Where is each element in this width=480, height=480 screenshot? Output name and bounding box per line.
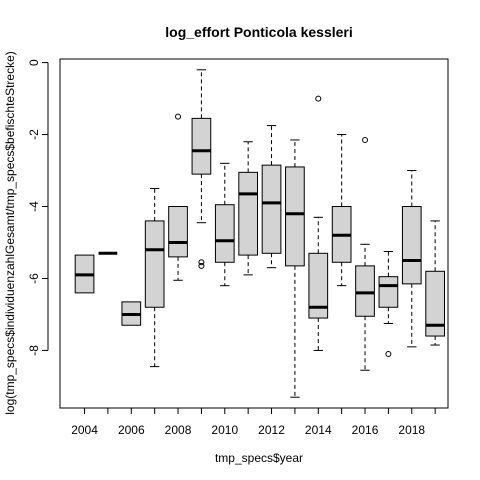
chart-title: log_effort Ponticola kessleri xyxy=(165,24,353,40)
box xyxy=(401,206,422,285)
x-axis: 2004 2006 2008 2010 2012 2014 2016 2018 xyxy=(71,407,436,437)
y-axis: 0 -2 -4 -6 -8 xyxy=(27,59,49,356)
box xyxy=(144,220,165,308)
outlier-point xyxy=(385,351,392,358)
box-group-2012 xyxy=(261,125,282,269)
x-tick-label: 2004 xyxy=(71,423,98,437)
box xyxy=(168,206,188,258)
box xyxy=(308,252,329,319)
boxes-layer xyxy=(74,69,445,398)
box-group-2006 xyxy=(121,301,142,326)
outlier-point xyxy=(362,136,369,143)
outlier-point xyxy=(198,259,205,266)
box-group-2004 xyxy=(74,254,95,294)
box-group-2009 xyxy=(191,69,212,269)
box xyxy=(355,265,375,317)
y-tick-label: -8 xyxy=(27,345,41,356)
box-group-2013 xyxy=(285,139,305,398)
y-tick-label: -4 xyxy=(27,201,41,212)
box-group-2018 xyxy=(401,170,422,348)
box xyxy=(191,117,212,175)
outlier-point xyxy=(198,262,205,269)
x-tick-label: 2008 xyxy=(165,423,192,437)
box xyxy=(425,270,445,337)
y-tick-label: -2 xyxy=(27,129,41,140)
x-tick-label: 2006 xyxy=(118,423,145,437)
box-group-2016 xyxy=(355,136,375,371)
box xyxy=(261,164,282,254)
y-tick-label: 0 xyxy=(27,59,41,66)
box-group-2008 xyxy=(168,113,188,281)
box-group-2015 xyxy=(331,134,352,287)
box-group-2017 xyxy=(378,250,399,358)
box xyxy=(378,276,399,308)
box-group-2019 xyxy=(425,220,445,346)
x-tick-label: 2018 xyxy=(398,423,425,437)
box-group-2010 xyxy=(214,162,235,287)
x-tick-label: 2012 xyxy=(258,423,285,437)
box-group-2007 xyxy=(144,188,165,368)
box xyxy=(285,166,305,267)
outlier-point xyxy=(175,113,182,120)
y-axis-label: log(tmp_specs$individuenzahlGesamt/tmp_s… xyxy=(3,51,17,415)
y-tick-label: -6 xyxy=(27,273,41,284)
box-group-2014 xyxy=(308,95,329,351)
box-group-2011 xyxy=(238,141,259,276)
x-tick-label: 2010 xyxy=(211,423,238,437)
x-tick-label: 2014 xyxy=(305,423,332,437)
box xyxy=(214,204,235,263)
box xyxy=(238,171,259,256)
x-axis-label: tmp_specs$year xyxy=(215,451,303,465)
x-tick-label: 2016 xyxy=(352,423,379,437)
outlier-point xyxy=(315,95,322,102)
